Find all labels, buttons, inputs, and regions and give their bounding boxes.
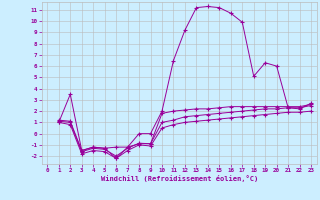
- X-axis label: Windchill (Refroidissement éolien,°C): Windchill (Refroidissement éolien,°C): [100, 175, 258, 182]
